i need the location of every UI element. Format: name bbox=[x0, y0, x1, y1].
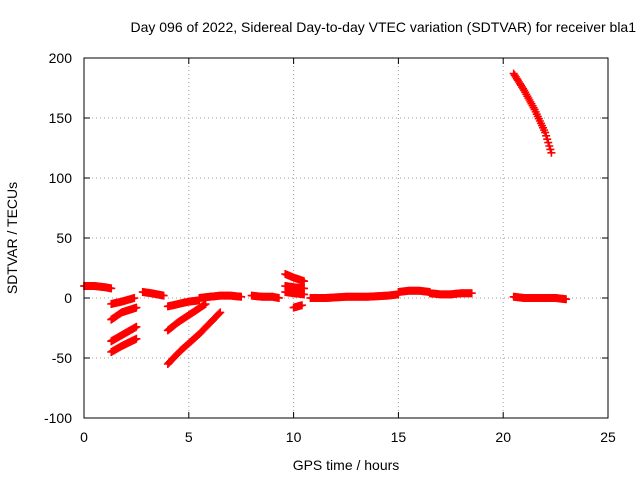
x-tick-label: 25 bbox=[600, 429, 616, 445]
x-tick-label: 15 bbox=[391, 429, 407, 445]
data-series-segment bbox=[163, 308, 225, 368]
plot-frame bbox=[83, 57, 609, 419]
data-series-segment bbox=[163, 296, 204, 311]
data-point bbox=[201, 300, 210, 308]
data-series-segment bbox=[107, 294, 139, 308]
y-tick-label: 150 bbox=[49, 110, 73, 126]
y-tick-label: -50 bbox=[52, 350, 72, 366]
data-series-segment bbox=[281, 288, 309, 299]
data-points bbox=[80, 69, 571, 368]
data-series-segment bbox=[446, 289, 476, 299]
data-series-segment bbox=[509, 69, 556, 157]
data-series-segment bbox=[289, 301, 306, 312]
data-point bbox=[132, 322, 141, 331]
data-point bbox=[107, 284, 116, 293]
data-series-segment bbox=[138, 288, 168, 300]
x-tick-label: 10 bbox=[286, 429, 302, 445]
data-point bbox=[132, 303, 141, 312]
y-axis-label: SDTVAR / TECUs bbox=[4, 182, 20, 294]
data-series-segment bbox=[281, 270, 309, 286]
data-point bbox=[159, 291, 168, 300]
x-grid bbox=[83, 58, 609, 418]
data-series-segment bbox=[163, 300, 210, 335]
y-tick-label: 100 bbox=[49, 170, 73, 186]
data-series-segment bbox=[195, 291, 246, 302]
y-grid bbox=[84, 57, 608, 419]
data-point bbox=[215, 309, 224, 318]
y-tick-label: 50 bbox=[56, 230, 72, 246]
data-point bbox=[274, 294, 283, 302]
y-tick-label: 0 bbox=[64, 290, 72, 306]
data-series-segment bbox=[306, 290, 403, 302]
data-series-segment bbox=[107, 334, 141, 356]
x-tick-label: 0 bbox=[80, 429, 88, 445]
x-tick-label: 20 bbox=[495, 429, 511, 445]
y-tick-labels: -100 -50 0 50 100 150 200 bbox=[44, 50, 72, 426]
data-series-segment bbox=[107, 303, 141, 324]
y-tick-label: 200 bbox=[49, 50, 73, 66]
data-point bbox=[467, 289, 476, 298]
data-point bbox=[300, 290, 309, 299]
x-tick-label: 5 bbox=[185, 429, 193, 445]
data-series-segment bbox=[394, 286, 434, 296]
chart-title: Day 096 of 2022, Sidereal Day-to-day VTE… bbox=[130, 19, 636, 35]
data-point bbox=[300, 277, 309, 286]
x-tick-labels: 0 5 10 15 20 25 bbox=[80, 429, 616, 445]
data-point bbox=[237, 292, 246, 301]
data-point bbox=[297, 301, 306, 310]
data-point bbox=[547, 148, 556, 157]
data-series-segment bbox=[80, 282, 116, 293]
data-point bbox=[216, 308, 225, 317]
y-tick-label: -100 bbox=[44, 410, 72, 426]
data-point bbox=[562, 295, 571, 304]
data-series-segment bbox=[107, 322, 141, 346]
data-point bbox=[132, 334, 141, 343]
data-series-segment bbox=[509, 292, 571, 304]
data-series-segment bbox=[247, 291, 283, 302]
x-axis-label: GPS time / hours bbox=[293, 457, 400, 473]
data-point bbox=[130, 294, 139, 302]
